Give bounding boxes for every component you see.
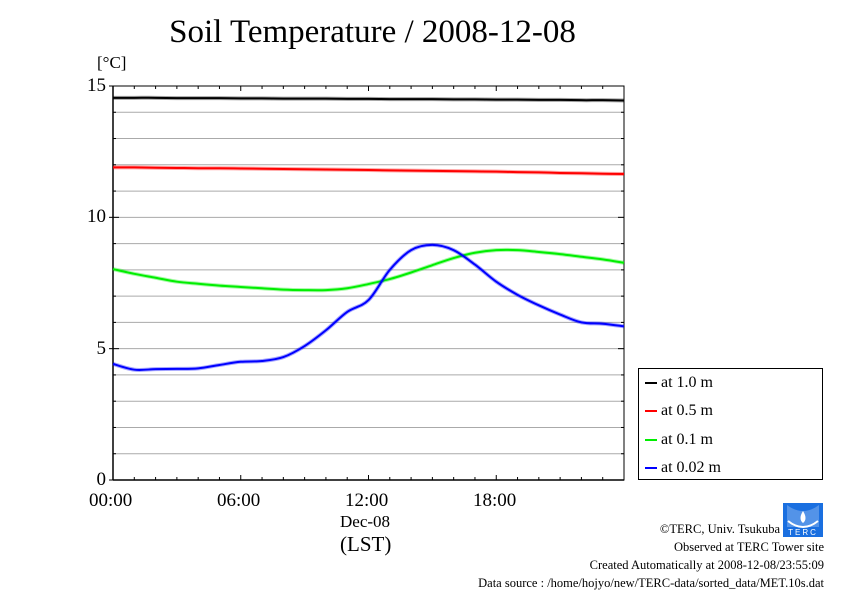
data-source: Data source : /home/hojyo/new/TERC-data/…	[478, 576, 824, 590]
legend-label: at 1.0 m	[661, 374, 713, 391]
series-halo	[112, 242, 625, 372]
y-axis-unit: [°C]	[97, 53, 127, 72]
legend-label: at 0.02 m	[661, 459, 721, 476]
terc-logo-icon: TERC	[787, 505, 819, 537]
x-date-label: Dec-08	[340, 512, 391, 531]
created-note: Created Automatically at 2008-12-08/23:5…	[589, 558, 824, 572]
footer: ©TERC, Univ. Tsukuba Observed at TERC To…	[478, 520, 824, 592]
legend-item: at 0.5 m	[645, 401, 713, 421]
x-tick-label: 06:00	[217, 490, 261, 511]
observed-note: Observed at TERC Tower site	[673, 540, 824, 554]
legend-swatch	[645, 467, 657, 469]
x-tick-label: 18:00	[473, 490, 517, 511]
legend-swatch	[645, 439, 657, 441]
legend-swatch	[645, 382, 657, 384]
series-line-1	[112, 166, 625, 175]
y-tick-label: 10	[87, 206, 106, 227]
chart-title: Soil Temperature / 2008-12-08	[169, 14, 576, 50]
x-tick-label: 12:00	[345, 490, 389, 511]
x-tick-label: 00:00	[89, 490, 133, 511]
legend-swatch	[645, 410, 657, 412]
series-line-2	[112, 248, 625, 292]
legend-label: at 0.1 m	[661, 431, 713, 448]
legend: at 1.0 m at 0.5 m at 0.1 m at 0.02 m	[638, 368, 823, 480]
svg-text:TERC: TERC	[788, 528, 818, 537]
legend-item: at 0.1 m	[645, 430, 713, 450]
y-tick-label: 15	[87, 75, 106, 96]
terc-logo: TERC	[783, 503, 823, 537]
x-axis-label: (LST)	[340, 532, 392, 556]
series-line-3	[112, 243, 625, 371]
y-tick-label: 5	[96, 338, 107, 359]
legend-item: at 1.0 m	[645, 373, 713, 393]
y-tick-label: 0	[96, 469, 107, 490]
series-line-0	[112, 96, 625, 102]
legend-label: at 0.5 m	[661, 402, 713, 419]
legend-item: at 0.02 m	[645, 458, 721, 478]
copyright: ©TERC, Univ. Tsukuba	[659, 522, 780, 536]
